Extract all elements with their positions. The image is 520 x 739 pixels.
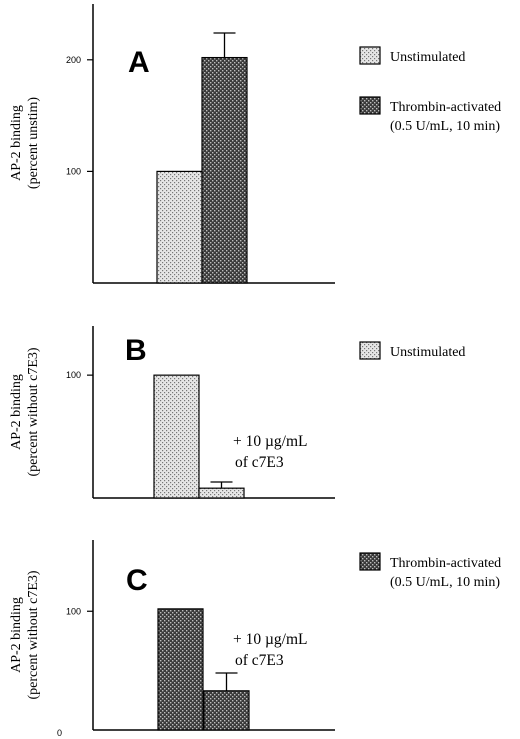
bar [203, 690, 250, 731]
y-axis-label: AP-2 binding (percent without c7E3) [9, 347, 41, 476]
y-tick-label: 200 [66, 55, 81, 65]
legend-label: Unstimulated [390, 345, 465, 360]
y-tick-label: 100 [66, 166, 81, 176]
legend-swatch [359, 552, 381, 571]
legend-label: Unstimulated [390, 50, 465, 65]
annotation: + 10 µg/mL of c7E3 [233, 631, 308, 669]
panels: 100 200 AP-2 binding (percent unstim) A Unsti… [9, 4, 501, 738]
bar [156, 170, 203, 284]
bar [157, 608, 204, 731]
legend-label: Thrombin-activated [390, 100, 501, 115]
y-axis-label: AP-2 binding (percent unstim) [9, 97, 41, 189]
panel-b: 100 AP-2 binding (percent without c7E3) B Un… [9, 326, 465, 499]
y-tick-label: 100 [66, 606, 81, 616]
panel-c: 0 100 AP-2 binding (percent without c7E3) C T… [9, 540, 501, 738]
panel-label: C [126, 564, 148, 597]
panel-label: B [125, 334, 147, 367]
legend-label-line2: (0.5 U/mL, 10 min) [390, 575, 500, 590]
panel-label: A [128, 46, 150, 79]
y-tick-label: 100 [66, 370, 81, 380]
panel-a: 100 200 AP-2 binding (percent unstim) A Unsti… [9, 4, 501, 284]
y-axis-label: AP-2 binding (percent without c7E3) [9, 570, 41, 699]
legend-label: Thrombin-activated [390, 556, 501, 571]
bar [201, 56, 248, 284]
legend-swatch [359, 46, 381, 65]
legend-swatch [359, 341, 381, 360]
bar [153, 374, 200, 499]
bar [198, 487, 245, 499]
legend-label-line2: (0.5 U/mL, 10 min) [390, 119, 500, 134]
y-tick-label: 0 [57, 728, 62, 738]
annotation: + 10 µg/mL of c7E3 [233, 433, 308, 471]
legend-swatch [359, 96, 381, 115]
